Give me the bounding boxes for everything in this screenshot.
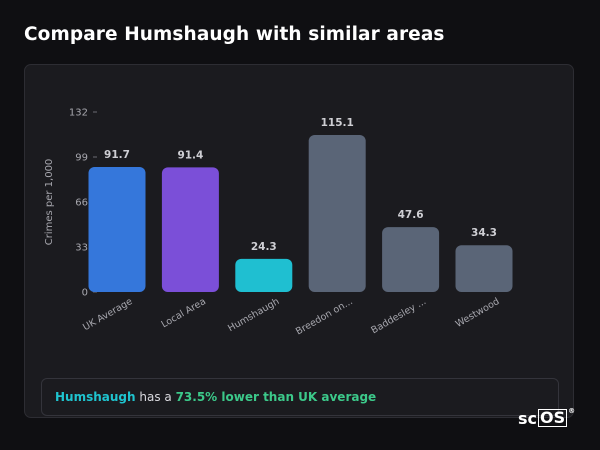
logo-box: OS (538, 409, 567, 427)
y-tick-label: 99 (75, 153, 88, 164)
brand-logo: sc OS ® (518, 409, 575, 428)
bar (235, 259, 292, 292)
bar-value-label: 91.7 (104, 149, 130, 161)
note-area-name: Humshaugh (55, 390, 136, 404)
bar (162, 167, 219, 292)
bar-value-label: 34.3 (471, 227, 497, 239)
logo-registered-mark: ® (568, 407, 575, 415)
x-tick-label: Breedon on... (294, 296, 355, 337)
y-tick-label: 132 (69, 108, 88, 119)
bar-value-label: 91.4 (177, 149, 203, 161)
bar (89, 167, 146, 292)
logo-prefix: sc (518, 409, 537, 428)
bar (382, 227, 439, 292)
comparison-note: Humshaugh has a 73.5% lower than UK aver… (41, 378, 559, 416)
note-text: has a (136, 390, 176, 404)
chart-card: 0 33 66 99 132 Crimes per 1,000 91.7 UK Average… (24, 64, 574, 418)
bar (456, 245, 513, 292)
x-tick-label: Humshaugh (226, 296, 281, 334)
bar-value-label: 47.6 (398, 209, 424, 221)
x-tick-label: Local Area (160, 296, 208, 330)
y-tick-label: 66 (75, 198, 88, 209)
bar-chart: 0 33 66 99 132 Crimes per 1,000 91.7 UK Average… (25, 65, 573, 365)
x-tick-label: Westwood (454, 296, 502, 330)
note-comparison: 73.5% lower than UK average (176, 390, 377, 404)
y-tick-label: 0 (82, 288, 88, 299)
y-axis-label: Crimes per 1,000 (44, 159, 55, 246)
bar-value-label: 115.1 (321, 117, 354, 129)
x-tick-label: Baddesley ... (369, 296, 428, 336)
bar-value-label: 24.3 (251, 241, 277, 253)
bar (309, 135, 366, 292)
x-tick-label: UK Average (81, 296, 134, 333)
page-title: Compare Humshaugh with similar areas (24, 24, 445, 45)
y-tick-label: 33 (75, 243, 88, 254)
